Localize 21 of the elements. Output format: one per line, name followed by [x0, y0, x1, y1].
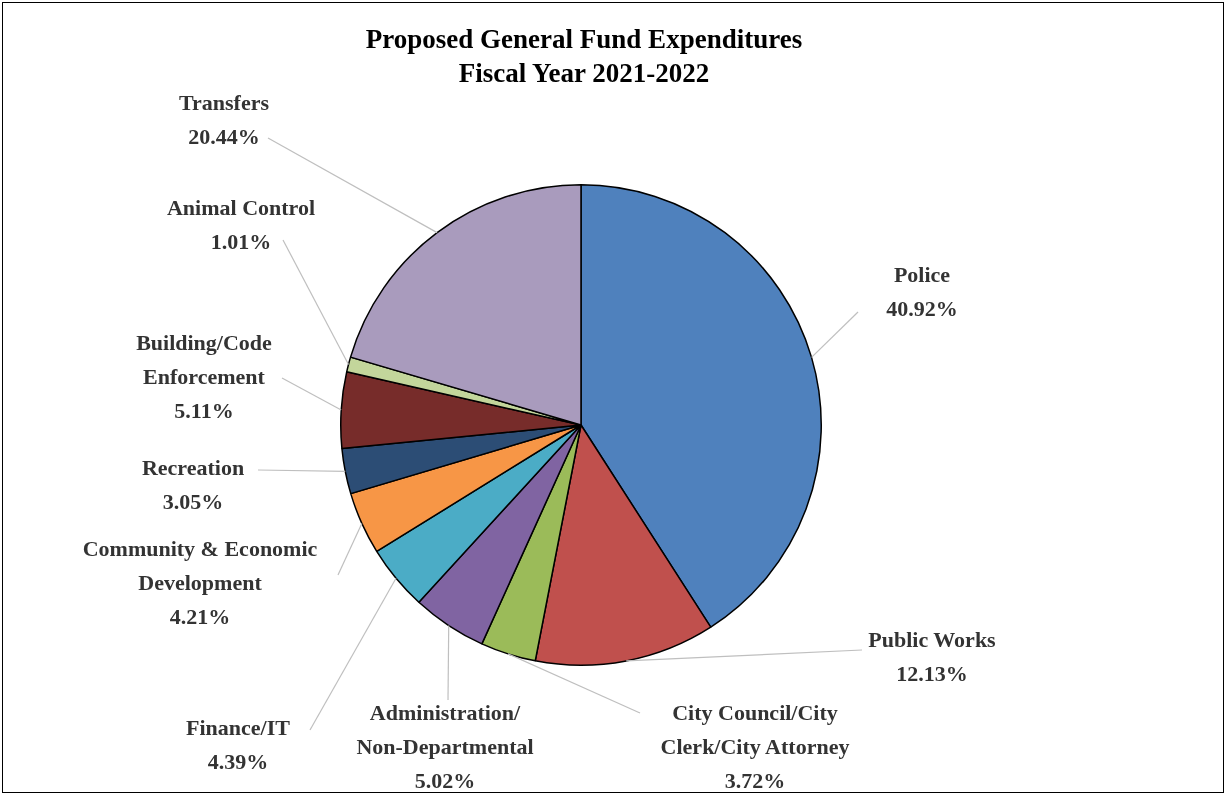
- slice-label: City Council/City Clerk/City Attorney: [660, 700, 850, 759]
- slice-label: Community & Economic Development: [82, 536, 318, 595]
- slice-label: Building/Code Enforcement: [136, 330, 273, 389]
- data-label: 4.21%: [169, 604, 231, 629]
- data-label: 5.02%: [414, 768, 476, 793]
- slice-label: Administration/Non-Departmental: [356, 700, 534, 759]
- slice-label: Police: [893, 262, 951, 287]
- chart-title: Proposed General Fund Expenditures Fiscal Year 2021-2022: [364, 23, 804, 90]
- data-label: 3.05%: [162, 489, 224, 514]
- slice-label: Recreation: [141, 455, 245, 480]
- data-label: 1.01%: [210, 229, 272, 254]
- slice-label: Animal Control: [166, 195, 316, 220]
- data-label: 12.13%: [896, 661, 968, 686]
- slice-label: Transfers: [178, 90, 270, 115]
- data-label: 3.72%: [724, 768, 786, 793]
- data-label: 40.92%: [886, 296, 958, 321]
- data-label: 4.39%: [207, 749, 269, 774]
- slice-label: Public Works: [868, 627, 997, 652]
- slice-label: Finance/IT: [186, 715, 291, 740]
- data-label: 20.44%: [188, 124, 260, 149]
- data-label: 5.11%: [174, 398, 234, 423]
